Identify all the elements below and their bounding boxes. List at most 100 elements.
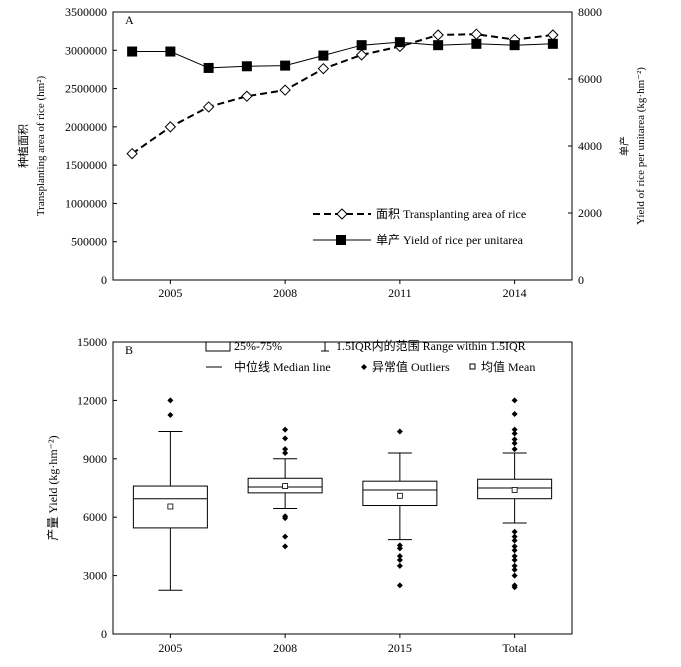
a-yield-point <box>165 46 176 57</box>
box-outlier <box>511 411 518 418</box>
box-outlier <box>396 557 403 564</box>
panel-b-y-axis: 0 3000 6000 9000 12000 15000 <box>77 335 117 641</box>
b-y-tick-label: 0 <box>101 627 107 641</box>
legend-area-marker <box>336 208 348 220</box>
a-x-tick-label: 2011 <box>388 286 412 300</box>
a-area-point <box>432 29 444 41</box>
box-2008 <box>247 426 323 550</box>
box-outlier <box>282 449 289 456</box>
panel-b-x-axis: 2005 2008 2015 Total <box>158 634 528 655</box>
box-outlier <box>282 426 289 433</box>
box-outlier <box>282 446 289 453</box>
box-outlier <box>396 553 403 560</box>
a-right-tick-label: 4000 <box>578 139 602 153</box>
box-outlier <box>511 562 518 569</box>
b-x-tick-label: 2005 <box>158 641 182 655</box>
box-outlier <box>511 557 518 564</box>
legend-iqr-swatch <box>205 341 231 352</box>
box-outlier <box>511 566 518 573</box>
a-area-point <box>547 29 559 41</box>
box-outlier <box>282 543 289 550</box>
a-series-line-0 <box>131 33 554 155</box>
panel-b-frame <box>112 341 573 635</box>
a-left-tick-label: 3000000 <box>65 43 107 57</box>
panel-a-label: A <box>125 13 134 27</box>
b-x-tick-label: 2008 <box>273 641 297 655</box>
box-outlier <box>511 584 518 591</box>
a-area-point <box>279 84 291 96</box>
legend-whisker-marker <box>321 341 329 352</box>
b-y-tick-label: 12000 <box>77 393 107 407</box>
a-left-tick-label: 2000000 <box>65 120 107 134</box>
box-outlier <box>396 428 403 435</box>
legend-mean-label: 均值 Mean <box>481 359 535 374</box>
legend-iqr-label: 25%-75% <box>234 339 282 353</box>
box-mean <box>282 483 289 489</box>
box-2005 <box>132 397 208 591</box>
a-area-point <box>126 147 138 160</box>
b-y-tick-label: 15000 <box>77 335 107 349</box>
box-outlier <box>511 430 518 437</box>
box-mean <box>167 503 174 510</box>
panel-b-ylabel: 产量 Yield (kg·hm⁻²) <box>46 435 60 540</box>
box-outlier <box>511 397 518 404</box>
box-outlier <box>511 446 518 453</box>
box-mean <box>511 487 518 493</box>
box-outlier <box>511 528 518 535</box>
b-y-tick-label: 3000 <box>83 569 107 583</box>
a-left-tick-label: 1500000 <box>65 158 107 172</box>
panel-a-right-ylabel: Yield of rice per unitarea (kg·hm⁻²) <box>635 67 647 225</box>
a-x-tick-label: 2014 <box>503 286 527 300</box>
panel-a-left-axis: 0 500000 1000000 1500000 2000000 2500000 30000… <box>65 5 117 287</box>
panel-a-legend: 面积 Transplanting area of rice 单产 Yield o… <box>313 207 526 247</box>
panel-a-left-ylabel-cn: 种植面积 <box>16 124 30 168</box>
a-yield-point <box>547 38 558 49</box>
a-left-tick-label: 500000 <box>71 235 107 249</box>
panel-a-right-axis: 0 2000 4000 6000 8000 <box>568 5 602 287</box>
box-outlier <box>511 547 518 554</box>
a-yield-point <box>394 37 405 48</box>
box-Total <box>477 397 553 591</box>
panel-b-label: B <box>125 343 133 357</box>
box-outlier <box>396 545 403 552</box>
box-outlier <box>511 543 518 550</box>
a-yield-point <box>356 40 367 51</box>
a-x-tick-label: 2005 <box>158 286 182 300</box>
a-area-point <box>355 49 368 61</box>
box-outlier <box>396 562 403 569</box>
box-outlier <box>511 553 518 560</box>
panel-b-boxes <box>132 397 553 591</box>
a-x-tick-label: 2008 <box>273 286 297 300</box>
box-outlier <box>396 582 403 589</box>
a-yield-point <box>241 61 252 72</box>
a-series-line-1 <box>132 41 553 69</box>
a-right-tick-label: 8000 <box>578 5 602 19</box>
a-yield-point <box>203 62 214 73</box>
b-y-tick-label: 6000 <box>83 510 107 524</box>
a-yield-point <box>471 38 482 49</box>
legend-outlier-marker <box>361 364 367 370</box>
legend-yield-label: 单产 Yield of rice per unitarea <box>376 233 524 247</box>
box-outlier <box>282 435 289 442</box>
legend-whisker-label: 1.5IQR内的范围 Range within 1.5IQR <box>336 338 526 353</box>
a-yield-point <box>433 40 444 51</box>
panel-b-legend: 25%-75% 1.5IQR内的范围 Range within 1.5IQR 中… <box>205 338 535 374</box>
a-right-tick-label: 0 <box>578 273 584 287</box>
legend-median-label: 中位线 Median line <box>234 359 331 374</box>
a-area-point <box>317 62 330 75</box>
legend-area-label: 面积 Transplanting area of rice <box>376 207 526 221</box>
box-2015 <box>362 428 438 589</box>
panel-a: A 0 500000 1000000 1500000 2000000 2500000 300… <box>16 5 647 300</box>
b-x-tick-label: Total <box>502 641 527 655</box>
a-area-point <box>241 90 253 102</box>
box-outlier <box>282 533 289 540</box>
panel-a-left-ylabel: Transplanting area of rice (hm²) <box>35 75 47 216</box>
legend-outlier-label: 异常值 Outliers <box>372 359 450 374</box>
a-left-tick-label: 2500000 <box>65 82 107 96</box>
a-right-tick-label: 2000 <box>578 206 602 220</box>
box-mean <box>396 492 403 499</box>
panel-a-series <box>126 28 559 160</box>
box-outlier <box>511 537 518 544</box>
a-left-tick-label: 0 <box>101 273 107 287</box>
